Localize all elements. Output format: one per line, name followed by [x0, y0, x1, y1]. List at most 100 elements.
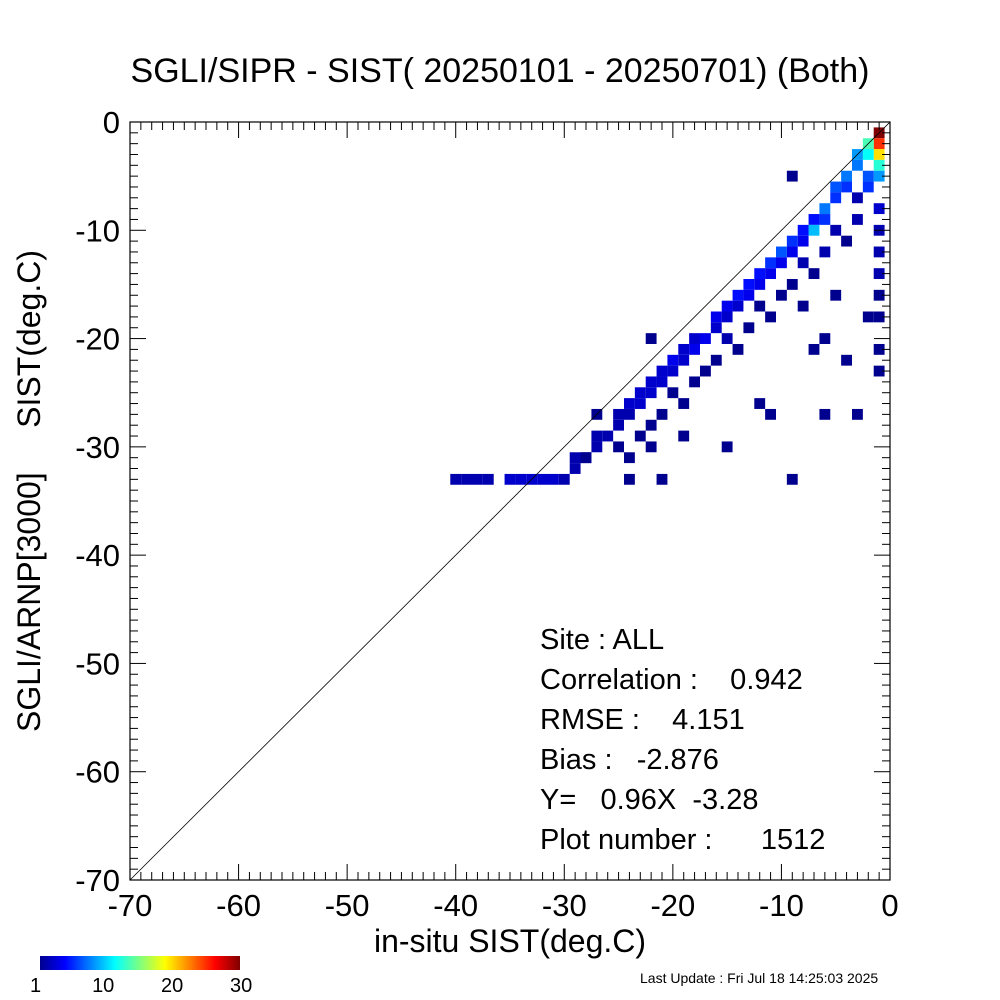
density-cell [797, 235, 809, 247]
density-cell [710, 311, 722, 323]
density-cell [721, 441, 733, 453]
y-tick-label: -10 [75, 213, 120, 248]
x-tick-label: -10 [759, 888, 804, 923]
density-cell [624, 408, 635, 420]
density-cell [754, 268, 766, 280]
density-cell [645, 419, 657, 431]
density-cell [678, 430, 690, 442]
density-cell [797, 257, 809, 269]
density-cell [786, 235, 798, 247]
density-cell [721, 300, 733, 312]
density-cell [754, 279, 766, 290]
colorbar-label-20: 20 [161, 975, 184, 997]
density-cell [624, 473, 635, 485]
density-cell [624, 452, 635, 464]
density-cell [797, 300, 809, 312]
density-cell [602, 430, 614, 442]
density-cell [862, 311, 874, 323]
stat-site: Site : ALL [540, 624, 665, 656]
y-tick-label: -70 [75, 863, 120, 898]
density-cell [819, 333, 831, 344]
density-cell [721, 311, 733, 323]
density-cell [819, 214, 831, 225]
density-cell [776, 246, 787, 258]
density-cell [743, 322, 755, 334]
density-cell [689, 333, 700, 344]
density-cell [678, 343, 690, 355]
density-cell [808, 224, 820, 236]
density-cell [754, 398, 766, 409]
y-tick-label: -30 [75, 430, 120, 465]
density-cell [819, 246, 831, 258]
x-tick-label: -30 [542, 888, 587, 923]
density-cell [689, 343, 700, 355]
density-cell [613, 408, 624, 420]
density-cell [743, 279, 755, 290]
x-tick-label: -70 [108, 888, 153, 923]
density-cell [830, 181, 842, 193]
density-cell [786, 170, 798, 182]
density-cell [841, 354, 852, 366]
density-cell [667, 365, 679, 377]
density-cell [656, 408, 668, 420]
density-cell [569, 463, 581, 474]
density-cell [743, 289, 755, 301]
density-cell [873, 311, 885, 323]
density-cell [645, 376, 657, 388]
density-cell [645, 333, 657, 344]
density-cell [504, 473, 516, 485]
density-cell [569, 452, 581, 464]
density-cell [765, 268, 776, 280]
density-cell [667, 387, 679, 399]
density-cell [873, 138, 885, 150]
density-cell [700, 333, 711, 344]
x-tick-label: -20 [650, 888, 695, 923]
density-cell [591, 430, 603, 442]
density-cell [830, 289, 842, 301]
density-cell [841, 170, 852, 182]
density-cell [819, 408, 831, 420]
density-cell [613, 419, 624, 431]
stat-plot-number: Plot number : 1512 [540, 824, 826, 856]
density-cell [710, 354, 722, 366]
density-cell [873, 365, 885, 377]
density-cell [482, 473, 494, 485]
density-cell [613, 441, 624, 453]
density-cell [873, 268, 885, 280]
density-cell [721, 333, 733, 344]
density-cell [852, 408, 863, 420]
density-cell [873, 289, 885, 301]
density-cell [786, 473, 798, 485]
density-cell [678, 398, 690, 409]
density-cell [852, 192, 863, 204]
density-cell [548, 473, 559, 485]
density-cell [765, 257, 776, 269]
density-cell [710, 322, 722, 334]
density-cell [732, 300, 744, 312]
density-cell [852, 159, 863, 171]
density-cell [873, 159, 885, 171]
density-cell [515, 473, 527, 485]
density-cell [873, 343, 885, 355]
y-axis-label: SGLI/ARNP[3000] SIST(deg.C) [11, 250, 47, 732]
density-cell [830, 192, 842, 204]
y-tick-label: -40 [75, 538, 120, 573]
density-cell [634, 398, 646, 409]
density-cell [634, 387, 646, 399]
density-cell [634, 430, 646, 442]
y-tick-label: -60 [75, 755, 120, 790]
density-cell [786, 246, 798, 258]
density-cell [819, 203, 831, 215]
axis-ticks [129, 121, 891, 881]
density-cell [656, 376, 668, 388]
statistics-panel: Site : ALL Correlation : 0.942 RMSE : 4.… [540, 620, 825, 860]
density-cell [645, 387, 657, 399]
density-cell [689, 376, 700, 388]
y-tick-label: -20 [75, 322, 120, 357]
density-cell [667, 354, 679, 366]
density-cell [873, 149, 885, 160]
chart-title: SGLI/SIPR - SIST( 20250101 - 20250701) (… [130, 52, 870, 90]
density-cell [472, 473, 483, 485]
x-tick-label: -60 [216, 888, 261, 923]
